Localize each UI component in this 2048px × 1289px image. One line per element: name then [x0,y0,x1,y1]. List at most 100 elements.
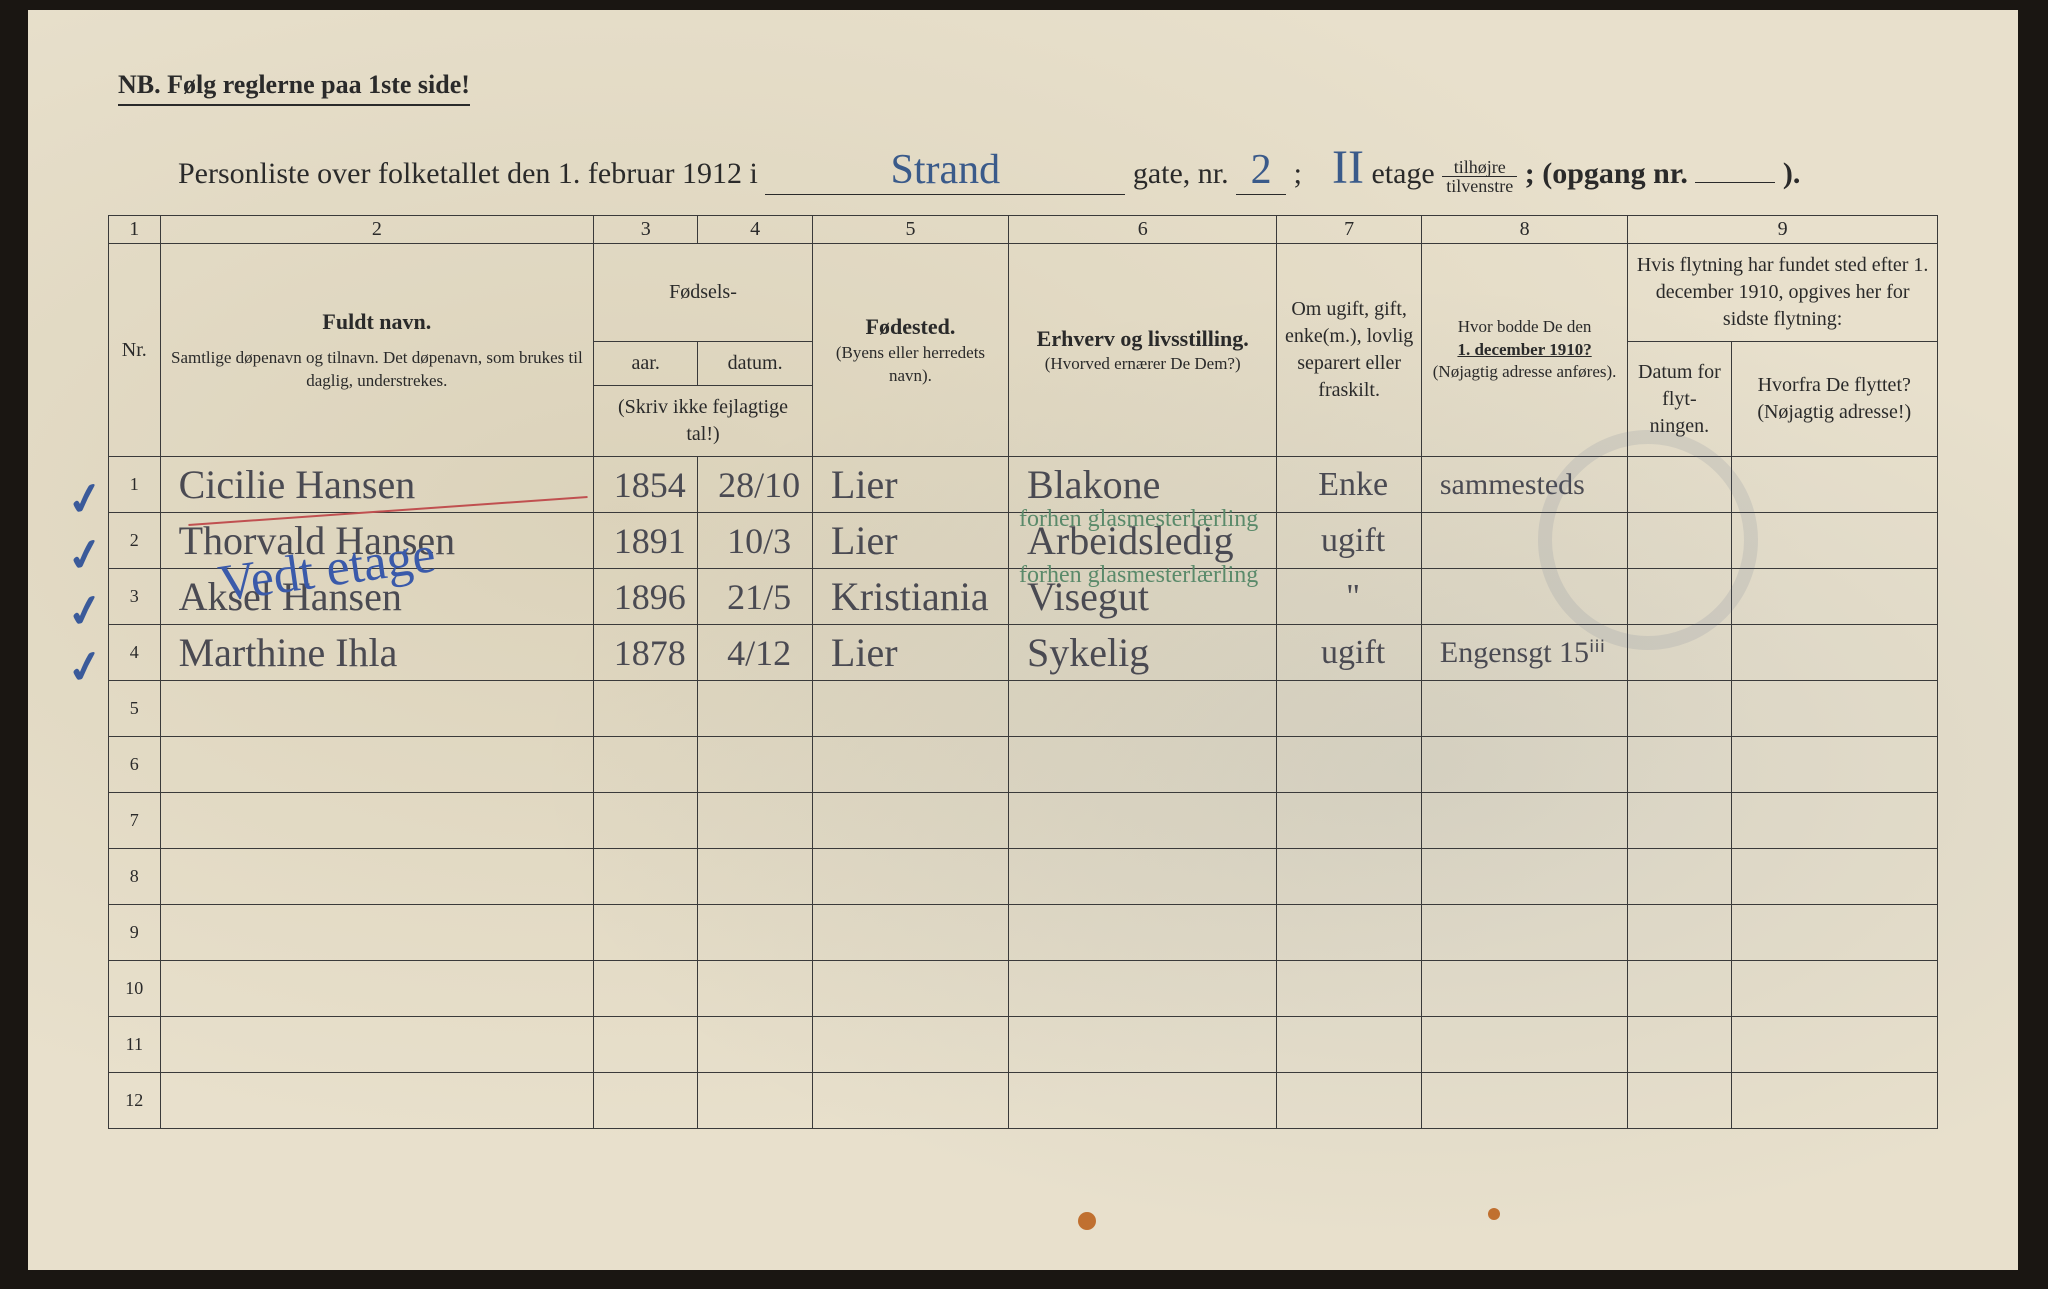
table-row-empty: 12 [109,1073,1938,1129]
cell-empty [1421,849,1627,905]
hdr-occ-bold: Erhverv og livsstilling. [1015,324,1270,354]
cell-empty [160,793,594,849]
cell-date: 10/3 [698,513,813,569]
hdr-name: Fuldt navn. Samtlige døpenavn og tilnavn… [160,244,594,457]
row-nr: 8 [109,849,161,905]
cell-empty [160,905,594,961]
cell-empty [1009,1017,1277,1073]
colnum-9: 9 [1628,216,1938,244]
occ-annotation: forhen glasmesterlærling [1019,507,1258,531]
cell-empty [698,1073,813,1129]
cell-year: 1854 [594,457,698,513]
hdr-occ: Erhverv og livsstilling. (Hvorved ernære… [1009,244,1277,457]
cell-occupation: forhen glasmesterlærlingArbeidsledig [1009,513,1277,569]
colnum-4: 4 [698,216,813,244]
empty-rows-body: 56789101112 [109,681,1938,1129]
colnum-1: 1 [109,216,161,244]
cell-empty [812,793,1008,849]
colnum-6: 6 [1009,216,1277,244]
colnum-5: 5 [812,216,1008,244]
row-nr: 11 [109,1017,161,1073]
cell-empty [594,1017,698,1073]
cell-empty [812,737,1008,793]
cell-empty [1277,905,1422,961]
cell-empty [812,961,1008,1017]
checkmark-icon: ✓ [63,639,108,696]
cell-empty [1731,1017,1938,1073]
cell-move-from [1731,625,1938,681]
cell-empty [1628,905,1731,961]
cell-place: Lier [812,513,1008,569]
cell-empty [698,849,813,905]
cell-empty [1731,681,1938,737]
nb-instruction: NB. Følg reglerne paa 1ste side! [118,70,470,106]
cell-empty [1628,1073,1731,1129]
sep-semicolon: ; [1294,157,1302,190]
cell-empty [698,681,813,737]
cell-empty [160,1017,594,1073]
cell-empty [1731,737,1938,793]
checkmark-icon: ✓ [63,527,108,584]
cell-empty [1421,1017,1627,1073]
cell-year: 1896 [594,569,698,625]
colnum-3: 3 [594,216,698,244]
colnum-2: 2 [160,216,594,244]
opgang-close: ). [1783,157,1801,190]
cell-empty [1731,849,1938,905]
cell-empty [594,849,698,905]
table-row-empty: 9 [109,905,1938,961]
cell-empty [1628,849,1731,905]
cell-empty [812,1073,1008,1129]
cell-empty [594,905,698,961]
cell-year: 1891 [594,513,698,569]
cell-place: Kristiania [812,569,1008,625]
cell-move-from [1731,569,1938,625]
hdr-move-top: Hvis flytning har fundet sted efter 1. d… [1628,244,1938,342]
opgang-value [1695,182,1775,183]
cell-empty [1009,849,1277,905]
cell-empty [698,1017,813,1073]
hdr-place: Fødested. (Byens eller herredets navn). [812,244,1008,457]
cell-empty [1277,737,1422,793]
table-row-empty: 5 [109,681,1938,737]
table-row-empty: 8 [109,849,1938,905]
hdr-addr-date: 1. december 1910? [1428,339,1621,362]
hdr-nr: Nr. [109,244,161,457]
hdr-place-sub: (Byens eller herredets navn). [819,342,1002,388]
cell-empty [594,681,698,737]
cell-empty [1628,1017,1731,1073]
row-nr: 6 [109,737,161,793]
cell-empty [1277,681,1422,737]
cell-place: Lier [812,457,1008,513]
cell-empty [1009,793,1277,849]
census-table: 1 2 3 4 5 6 7 8 9 Nr. Fuldt navn. Samtli… [108,215,1938,1129]
seal-watermark [1538,430,1758,650]
row-nr: ✓2 [109,513,161,569]
cell-empty [1421,793,1627,849]
table-row-empty: 6 [109,737,1938,793]
colnum-8: 8 [1421,216,1627,244]
cell-marital: " [1277,569,1422,625]
cell-empty [1731,905,1938,961]
row-nr: ✓3 [109,569,161,625]
cell-empty [594,1073,698,1129]
hdr-name-sub: Samtlige døpenavn og tilnavn. Det døpena… [167,347,588,393]
cell-empty [594,737,698,793]
cell-empty [1277,1017,1422,1073]
cell-empty [1628,737,1731,793]
cell-marital: Enke [1277,457,1422,513]
cell-empty [812,681,1008,737]
title-line: Personliste over folketallet den 1. febr… [178,140,1938,195]
hdr-birth-date: datum. [698,342,813,386]
cell-empty [698,737,813,793]
row-nr: ✓1 [109,457,161,513]
hdr-addr-top: Hvor bodde De den [1428,316,1621,339]
cell-empty [698,793,813,849]
cell-empty [160,961,594,1017]
hdr-occ-sub: (Hvorved ernærer De Dem?) [1015,353,1270,376]
cell-empty [1277,849,1422,905]
cell-empty [1009,1073,1277,1129]
side-bot: tilvenstre [1442,177,1517,195]
cell-date: 21/5 [698,569,813,625]
cell-empty [1009,681,1277,737]
